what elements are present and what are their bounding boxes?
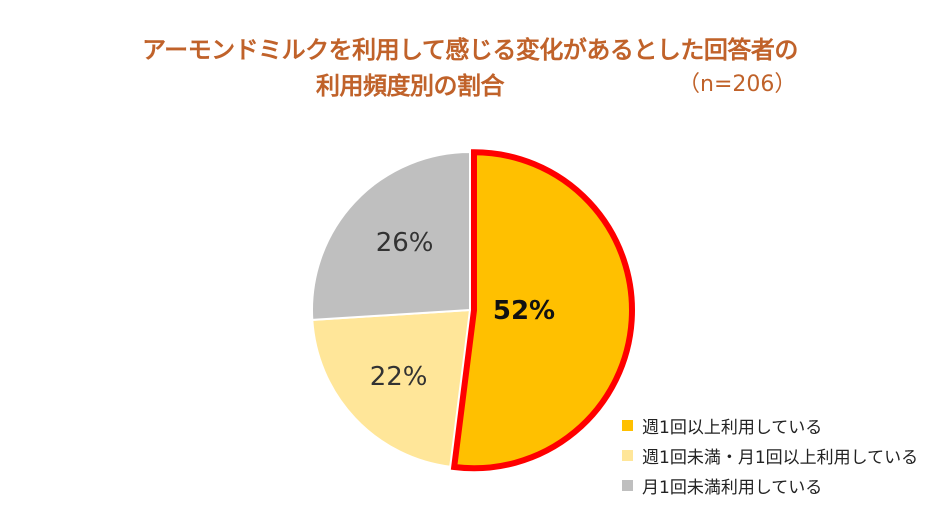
data-label-monthly: 22% [370,362,428,392]
data-label-rarely: 26% [376,228,434,258]
legend-swatch-monthly [622,449,633,461]
pie-slice-rarely [311,150,471,321]
legend-item-rarely: 月1回未満利用している [622,470,918,500]
legend-label-weekly: 週1回以上利用している [642,417,823,438]
pie-slice-weekly [450,149,635,472]
legend-swatch-rarely [622,479,633,491]
legend-label-monthly: 週1回未満・月1回以上利用している [642,447,919,468]
pie-slice-monthly [311,308,472,468]
chart-subtitle: 利用頻度別の割合 [316,72,505,100]
legend-item-monthly: 週1回未満・月1回以上利用している [622,440,918,470]
legend-swatch-weekly [622,419,633,431]
legend-item-weekly: 週1回以上利用している [622,410,918,440]
legend-label-rarely: 月1回未満利用している [642,477,823,498]
chart-title: アーモンドミルクを利用して感じる変化があるとした回答者の [142,36,798,64]
data-label-weekly: 52% [493,296,555,326]
legend: 週1回以上利用している 週1回未満・月1回以上利用している 月1回未満利用してい… [622,410,918,500]
sample-size-note: （n=206） [678,72,797,97]
